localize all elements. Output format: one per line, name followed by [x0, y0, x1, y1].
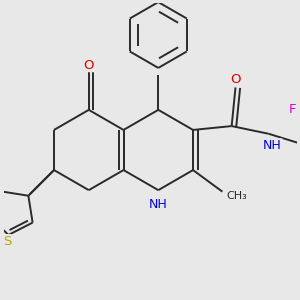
- Text: S: S: [3, 235, 11, 248]
- Text: F: F: [289, 103, 296, 116]
- Text: O: O: [83, 58, 94, 72]
- Text: O: O: [230, 73, 241, 86]
- Text: CH₃: CH₃: [226, 190, 247, 200]
- Text: NH: NH: [149, 197, 168, 211]
- Text: NH: NH: [263, 139, 282, 152]
